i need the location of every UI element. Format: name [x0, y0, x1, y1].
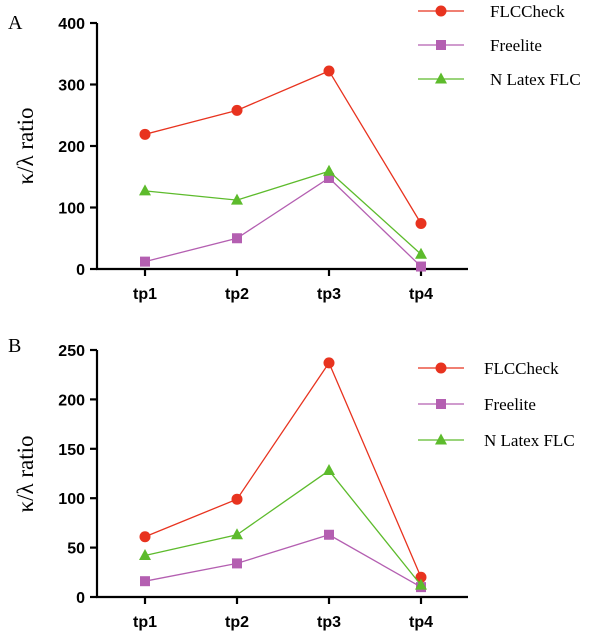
legend-label: N Latex FLC: [490, 70, 581, 89]
series-line: [144, 361, 422, 578]
x-tick-label: tp1: [133, 614, 157, 631]
y-tick-label: 200: [58, 392, 85, 409]
data-point: [323, 65, 335, 77]
x-tick-label: tp4: [409, 614, 433, 631]
series-freelite: [140, 172, 426, 272]
panel-letter: B: [8, 335, 21, 357]
data-point: [231, 104, 243, 116]
legend-marker: [436, 399, 446, 409]
data-point: [139, 184, 151, 196]
data-point: [324, 172, 334, 183]
series-freelite: [140, 529, 426, 593]
legend-marker: [435, 433, 447, 445]
y-axis-label: κ/λ ratio: [13, 107, 38, 184]
y-tick-label: 0: [76, 262, 85, 279]
y-tick-label: 150: [58, 442, 85, 459]
data-point: [415, 247, 427, 259]
data-point: [415, 217, 427, 229]
y-tick-label: 100: [58, 491, 85, 508]
data-point: [140, 576, 150, 587]
data-point: [232, 558, 242, 569]
legend-marker: [436, 40, 446, 50]
legend-marker: [435, 5, 447, 17]
y-tick-label: 400: [58, 16, 85, 33]
legend-entry: FLCCheck: [418, 2, 565, 21]
data-point: [231, 193, 243, 205]
data-point: [140, 256, 150, 267]
panel-a: Aκ/λ ratio 0 100 200 300 400 tp1 tp2 tp3 tp4 FLCCh…: [8, 2, 581, 303]
legend-label: Freelite: [490, 36, 542, 55]
x-tick-label: tp1: [133, 286, 157, 303]
data-point: [415, 571, 427, 583]
panel-b: Bκ/λ ratio 0 50 100 150 200 250 tp1 tp2 tp3 tp4 FLC…: [8, 335, 575, 631]
legend-label: N Latex FLC: [484, 431, 575, 450]
data-point: [415, 578, 427, 590]
legend-entry: N Latex FLC: [418, 431, 575, 450]
series-line: [144, 170, 422, 255]
x-tick-label: tp2: [225, 286, 249, 303]
data-point: [231, 493, 243, 505]
legend-label: FLCCheck: [484, 359, 559, 378]
series-line: [144, 70, 422, 224]
x-tick-label: tp3: [317, 286, 341, 303]
series-line: [144, 469, 422, 586]
y-tick-label: 300: [58, 78, 85, 95]
y-tick-label: 0: [76, 590, 85, 607]
legend-label: Freelite: [484, 395, 536, 414]
y-tick-label: 50: [67, 541, 85, 558]
legend-label: FLCCheck: [490, 2, 565, 21]
data-point: [323, 357, 335, 369]
series-n-latex-flc: [139, 164, 427, 259]
data-point: [416, 261, 426, 272]
panel-letter: A: [8, 12, 23, 34]
legend-marker: [435, 72, 447, 84]
series-flccheck: [139, 65, 427, 229]
data-point: [139, 128, 151, 140]
legend: FLCCheck Freelite N Latex FLC: [418, 359, 575, 450]
series-flccheck: [139, 357, 427, 583]
x-tick-label: tp2: [225, 614, 249, 631]
x-tick-label: tp4: [409, 286, 433, 303]
data-point: [323, 164, 335, 176]
legend-entry: Freelite: [418, 36, 542, 55]
legend-marker: [435, 362, 447, 374]
data-point: [324, 529, 334, 540]
y-tick-label: 200: [58, 139, 85, 156]
series-line: [144, 534, 422, 588]
data-point: [231, 528, 243, 540]
data-point: [232, 233, 242, 244]
x-tick-label: tp3: [317, 614, 341, 631]
data-point: [139, 549, 151, 561]
y-tick-label: 100: [58, 201, 85, 218]
series-line: [144, 177, 422, 268]
legend: FLCCheck Freelite N Latex FLC: [418, 2, 581, 89]
series-n-latex-flc: [139, 464, 427, 590]
data-point: [323, 464, 335, 476]
data-point: [139, 531, 151, 543]
legend-entry: FLCCheck: [418, 359, 559, 378]
legend-entry: N Latex FLC: [418, 70, 581, 89]
y-axis-label: κ/λ ratio: [13, 435, 38, 512]
legend-entry: Freelite: [418, 395, 536, 414]
y-tick-label: 250: [58, 343, 85, 360]
